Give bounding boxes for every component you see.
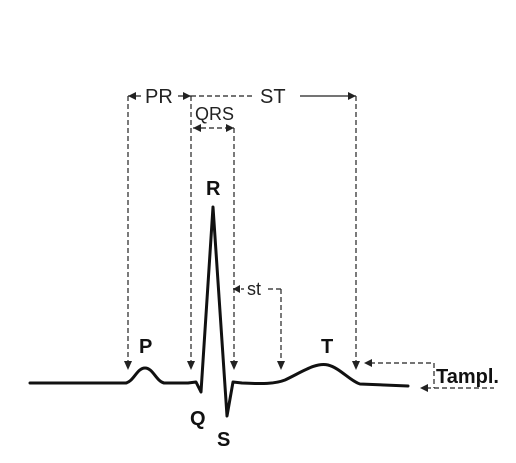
vertical-guides bbox=[124, 96, 360, 370]
ecg-trace bbox=[28, 205, 410, 418]
qrs-duration-marker bbox=[193, 124, 234, 132]
st-interval-label: ST bbox=[260, 86, 286, 108]
st-segment-marker bbox=[233, 285, 281, 293]
r-wave-label: R bbox=[206, 178, 221, 200]
t-amplitude-marker bbox=[364, 359, 494, 392]
t-amplitude-label: Tampl. bbox=[436, 366, 499, 388]
st-segment-label: st bbox=[247, 279, 261, 299]
q-wave-label: Q bbox=[190, 408, 206, 430]
qrs-label: QRS bbox=[195, 104, 234, 124]
st-interval-marker bbox=[191, 92, 356, 100]
pr-label: PR bbox=[145, 86, 173, 108]
pr-interval-marker bbox=[128, 92, 191, 100]
p-wave-label: P bbox=[139, 336, 152, 358]
s-wave-label: S bbox=[217, 429, 230, 451]
t-wave-label: T bbox=[321, 336, 333, 358]
